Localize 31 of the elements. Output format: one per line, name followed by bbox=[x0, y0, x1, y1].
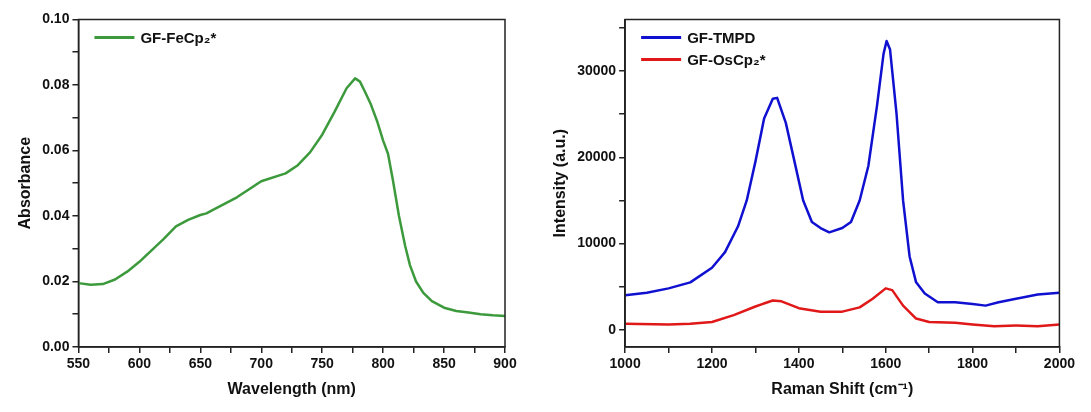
y-tick-label: 30000 bbox=[577, 61, 617, 78]
x-axis-title: Raman Shift (cm⁻¹) bbox=[771, 379, 914, 397]
x-tick-label: 1200 bbox=[696, 355, 728, 372]
y-tick-label: 0.06 bbox=[42, 141, 70, 158]
legend-label: GF-FeCp₂* bbox=[140, 28, 217, 46]
y-tick-label: 0.04 bbox=[42, 206, 70, 223]
legend-label: GF-TMPD bbox=[687, 28, 756, 46]
x-tick-label: 900 bbox=[493, 355, 517, 372]
x-tick-label: 800 bbox=[371, 355, 396, 372]
x-tick-label: 850 bbox=[432, 355, 456, 372]
y-tick-label: 10000 bbox=[577, 234, 617, 251]
legend-label: GF-OsCp₂* bbox=[687, 50, 766, 68]
x-tick-label: 750 bbox=[310, 355, 335, 372]
x-tick-label: 600 bbox=[127, 355, 152, 372]
y-tick-label: 0.00 bbox=[42, 337, 70, 354]
x-tick-label: 1600 bbox=[870, 355, 902, 372]
y-tick-label: 0.10 bbox=[42, 10, 70, 27]
x-tick-label: 1400 bbox=[783, 355, 815, 372]
y-tick-label: 0.08 bbox=[42, 75, 70, 92]
x-tick-label: 1000 bbox=[609, 355, 641, 372]
x-tick-label: 700 bbox=[249, 355, 274, 372]
x-tick-label: 550 bbox=[66, 355, 91, 372]
x-tick-label: 1800 bbox=[956, 355, 989, 372]
y-tick-label: 0.02 bbox=[42, 272, 70, 289]
y-axis-title: Absorbance bbox=[16, 136, 34, 230]
x-tick-label: 2000 bbox=[1043, 355, 1076, 372]
y-axis-title: Intensity (a.u.) bbox=[551, 128, 569, 238]
y-tick-label: 20000 bbox=[577, 148, 617, 165]
x-tick-label: 650 bbox=[188, 355, 213, 372]
x-axis-title: Wavelength (nm) bbox=[227, 379, 356, 397]
y-tick-label: 0 bbox=[608, 320, 617, 337]
